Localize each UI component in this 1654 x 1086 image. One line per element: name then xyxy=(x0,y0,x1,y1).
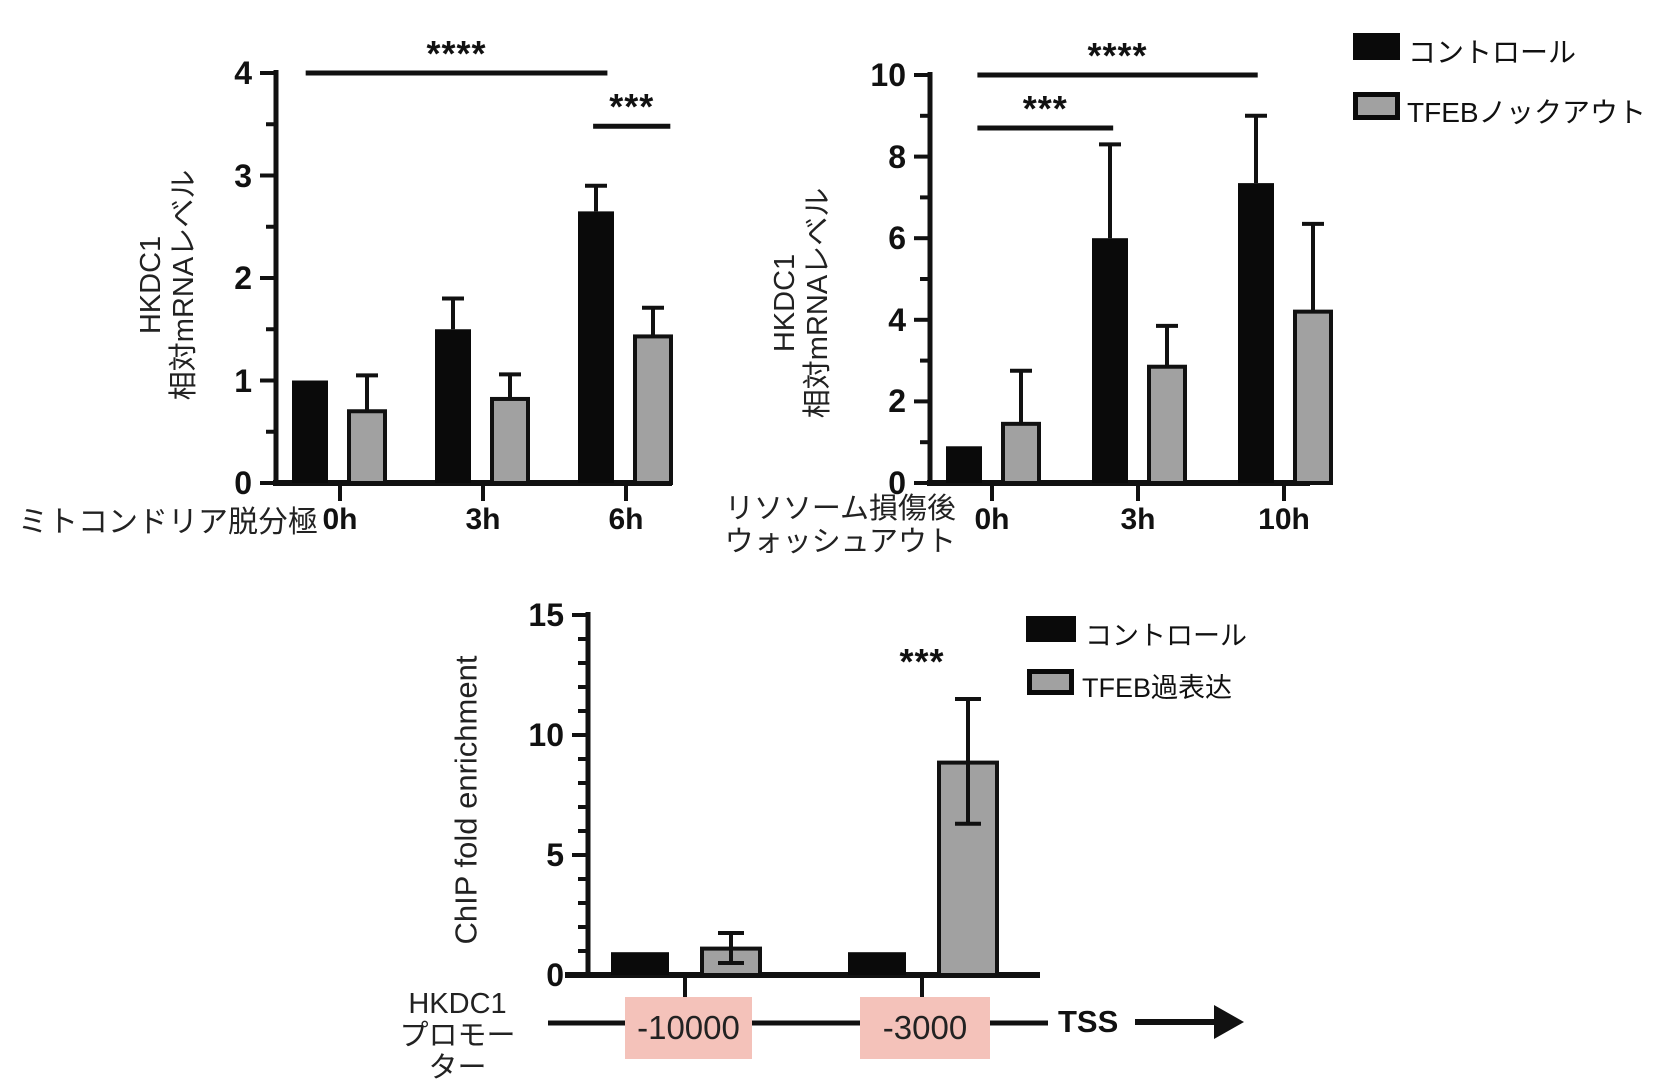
significance-stars: **** xyxy=(426,33,487,74)
bar-control xyxy=(1092,238,1128,483)
promoter-label-line: HKDC1 xyxy=(408,988,507,1020)
legend-label-control: コントロール xyxy=(1085,621,1247,651)
bar-control xyxy=(435,329,471,483)
x-axis-label-chart2: リソソーム損傷後 ウォッシュアウト xyxy=(700,493,956,559)
y-tick-label: 0 xyxy=(888,465,906,501)
y-axis-label-line: HKDC1 xyxy=(769,253,801,353)
bar-treated xyxy=(633,334,673,485)
y-tick-label: 8 xyxy=(888,138,906,175)
y-tick-label: 0 xyxy=(234,465,252,501)
promoter-label: HKDC1 プロモーター xyxy=(395,988,520,1084)
bar-treated xyxy=(1147,364,1187,485)
y-tick-label: 1 xyxy=(234,362,252,399)
y-tick-label: 6 xyxy=(888,220,906,257)
y-tick-label: 10 xyxy=(528,717,564,753)
y-axis-label-line: ChIP fold enrichment xyxy=(448,655,484,945)
y-tick-label: 4 xyxy=(234,55,252,91)
bar-control xyxy=(611,952,669,975)
y-tick-label: 3 xyxy=(234,157,252,194)
significance-stars: *** xyxy=(899,641,945,683)
promoter-label-line: プロモーター xyxy=(399,1020,516,1084)
promoter-region-box-3000: -3000 xyxy=(860,997,990,1059)
y-tick-label: 10 xyxy=(870,57,906,93)
significance-stars: *** xyxy=(1022,88,1068,130)
x-axis-label-line: ウォッシュアウト xyxy=(724,526,956,558)
bar-control xyxy=(578,211,614,483)
tss-label: TSS xyxy=(1058,1004,1119,1039)
legend-swatch-control xyxy=(1026,616,1076,642)
promoter-region-box-10000: -10000 xyxy=(625,997,752,1059)
bar-control xyxy=(848,952,906,975)
y-tick-label: 15 xyxy=(528,597,564,633)
x-tick-label: 3h xyxy=(1120,503,1156,536)
y-tick-label: 2 xyxy=(234,260,252,296)
bar-treated xyxy=(347,409,387,485)
bar-treated xyxy=(1293,309,1333,486)
y-tick-label: 4 xyxy=(888,301,906,338)
legend-swatch-tfeb-overexpression xyxy=(1027,669,1074,695)
y-tick-label: 5 xyxy=(546,837,564,873)
x-tick-label: 10h xyxy=(1258,503,1310,536)
y-axis-label-line: HKDC1 xyxy=(135,235,167,335)
bar-control xyxy=(292,380,328,483)
legend-swatch-control xyxy=(1353,33,1400,60)
x-axis-label-line: リソソーム損傷後 xyxy=(724,493,956,525)
bar-control xyxy=(1238,183,1274,483)
significance-stars: *** xyxy=(609,86,655,128)
legend-label-control: コントロール xyxy=(1408,37,1577,68)
significance-stars: **** xyxy=(1087,35,1148,76)
x-axis-label-chart1: ミトコンドリア脱分極 xyxy=(18,506,318,539)
x-tick-label: 3h xyxy=(465,503,501,536)
legend-label-tfeb-overexpression: TFEB過表达 xyxy=(1082,673,1233,703)
x-tick-label: 0h xyxy=(974,503,1010,536)
y-axis-label-line: 相対mRNAレベル xyxy=(802,187,834,419)
y-axis-label-chart3: ChIP fold enrichment xyxy=(448,655,484,945)
x-tick-label: 0h xyxy=(322,503,358,536)
tss-arrow-head xyxy=(1214,1005,1244,1039)
y-tick-label: 0 xyxy=(546,957,564,993)
bar-control xyxy=(946,446,982,483)
bar-treated xyxy=(1001,421,1041,485)
legend-swatch-tfeb-knockout xyxy=(1353,92,1400,120)
bar-treated xyxy=(490,396,530,486)
legend-label-tfeb-knockout: TFEBノックアウト xyxy=(1407,97,1646,128)
y-tick-label: 2 xyxy=(888,383,906,420)
x-tick-label: 6h xyxy=(608,503,644,536)
y-axis-label-chart2: HKDC1 相対mRNAレベル xyxy=(769,188,835,418)
